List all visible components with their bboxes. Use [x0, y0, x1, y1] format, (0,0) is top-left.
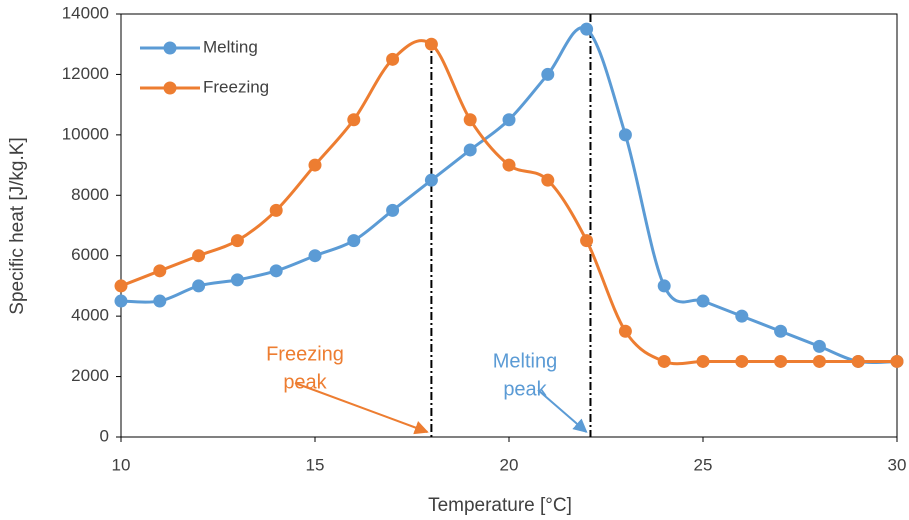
- x-tick-label: 30: [888, 455, 907, 474]
- y-tick-label: 2000: [71, 366, 109, 385]
- data-point: [114, 294, 128, 308]
- data-point: [269, 264, 283, 278]
- annotation-text: peak: [283, 371, 327, 393]
- annotation-text: Freezing: [266, 343, 344, 365]
- data-point: [192, 279, 206, 293]
- y-tick-label: 12000: [62, 64, 109, 83]
- data-point: [812, 354, 826, 368]
- data-point: [657, 354, 671, 368]
- data-point: [618, 324, 632, 338]
- data-point: [696, 294, 710, 308]
- y-tick-label: 6000: [71, 245, 109, 264]
- data-point: [541, 173, 555, 187]
- data-point: [424, 37, 438, 51]
- legend-label: Freezing: [203, 77, 269, 96]
- data-point: [774, 324, 788, 338]
- annotation-arrow: [537, 389, 588, 433]
- y-axis-title: Specific heat [J/kg.K]: [7, 137, 28, 314]
- data-point: [890, 354, 904, 368]
- data-point: [114, 279, 128, 293]
- data-point: [424, 173, 438, 187]
- y-tick-label: 14000: [62, 3, 109, 22]
- data-point: [347, 113, 361, 127]
- x-tick-label: 25: [694, 455, 713, 474]
- annotation-text: peak: [503, 378, 547, 400]
- y-tick-label: 4000: [71, 306, 109, 325]
- data-point: [657, 279, 671, 293]
- y-tick-label: 0: [100, 426, 109, 445]
- data-point: [386, 203, 400, 217]
- data-point: [308, 158, 322, 172]
- x-tick-label: 15: [306, 455, 325, 474]
- y-tick-label: 8000: [71, 185, 109, 204]
- data-point: [308, 249, 322, 263]
- data-point: [463, 143, 477, 157]
- data-point: [230, 234, 244, 248]
- data-point: [774, 354, 788, 368]
- data-point: [386, 52, 400, 66]
- x-tick-label: 20: [500, 455, 519, 474]
- data-point: [463, 113, 477, 127]
- data-point: [347, 234, 361, 248]
- data-point: [502, 113, 516, 127]
- legend-label: Melting: [203, 37, 258, 56]
- series-line: [120, 26, 898, 365]
- data-point: [580, 22, 594, 36]
- data-point: [541, 67, 555, 81]
- data-point: [696, 354, 710, 368]
- data-point: [230, 273, 244, 287]
- annotation-text: Melting: [493, 350, 557, 372]
- annotation-arrow: [294, 382, 429, 435]
- data-point: [735, 354, 749, 368]
- data-point: [618, 128, 632, 142]
- legend-marker: [163, 81, 177, 95]
- legend-marker: [163, 41, 177, 55]
- data-point: [192, 249, 206, 263]
- data-point: [812, 339, 826, 353]
- data-point: [269, 203, 283, 217]
- data-point: [735, 309, 749, 323]
- data-point: [153, 264, 167, 278]
- data-point: [502, 158, 516, 172]
- data-point: [580, 234, 594, 248]
- data-point: [153, 294, 167, 308]
- y-tick-label: 10000: [62, 124, 109, 143]
- data-point: [851, 354, 865, 368]
- x-tick-label: 10: [112, 455, 131, 474]
- x-axis-title: Temperature [°C]: [428, 495, 572, 516]
